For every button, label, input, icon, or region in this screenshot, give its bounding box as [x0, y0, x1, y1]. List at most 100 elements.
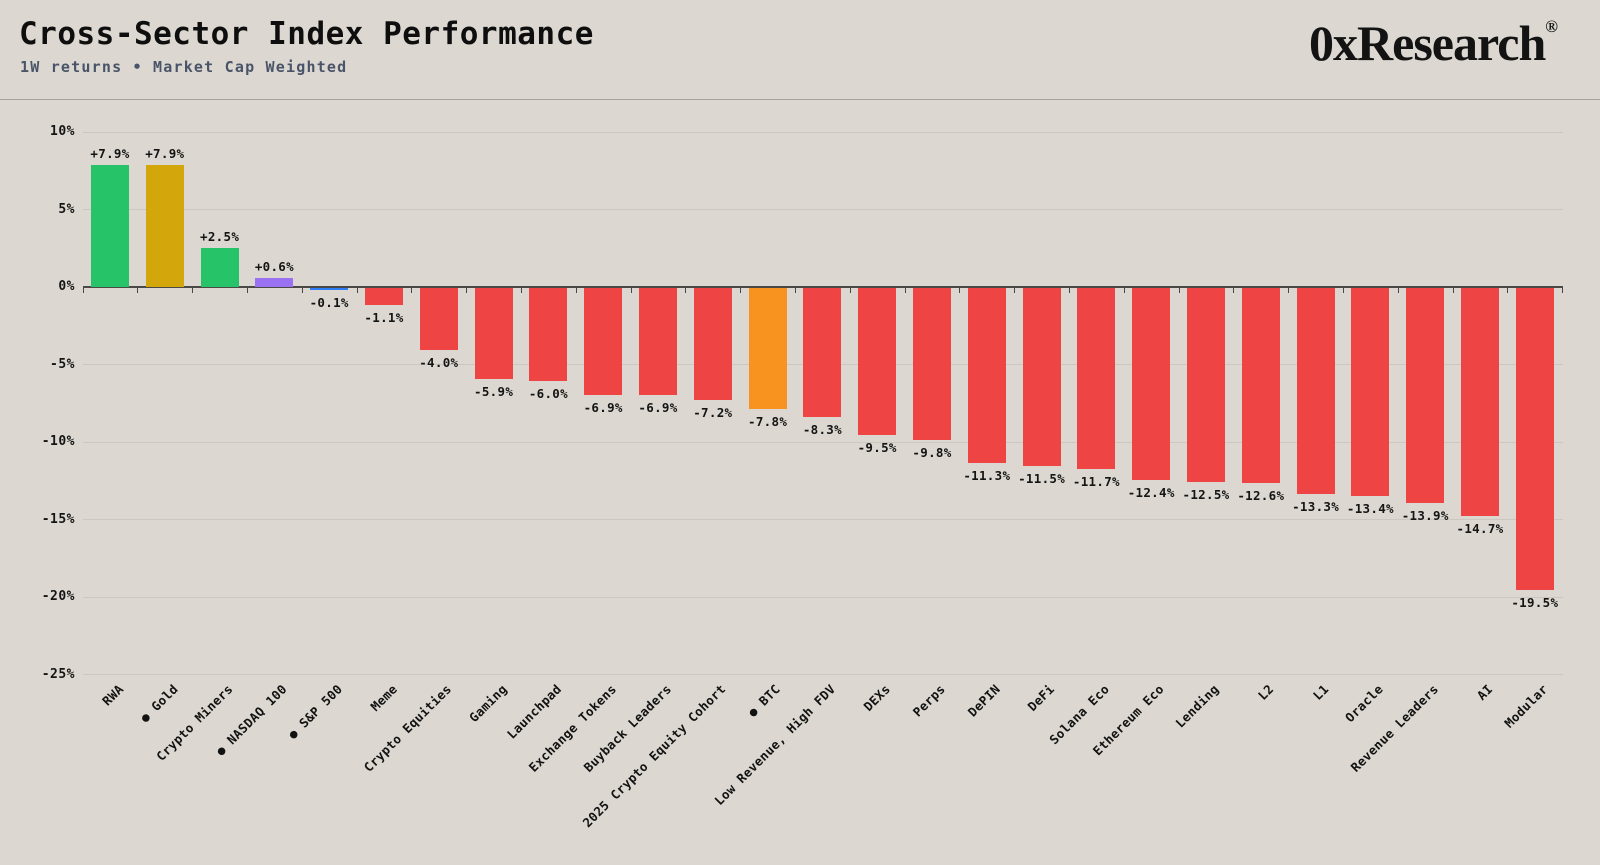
header-divider [0, 99, 1600, 100]
x-tick-label-gaming: Gaming [465, 681, 510, 726]
y-tick-label: 10% [50, 124, 75, 139]
axis-tick [192, 288, 194, 293]
y-tick-label: -20% [41, 589, 75, 604]
bar-value-label: +7.9% [145, 145, 185, 161]
axis-tick [1562, 288, 1564, 293]
gridline--20 [83, 596, 1563, 598]
bar-value-label: -12.4% [1127, 485, 1175, 501]
axis-tick [849, 288, 851, 293]
bar-low-revenue-high-fdv [803, 288, 842, 417]
x-tick-label-perps: Perps [909, 681, 948, 720]
x-tick-label-lending: Lending [1172, 681, 1222, 731]
bar-value-label: -5.9% [474, 384, 514, 400]
bar-value-label: +7.9% [90, 145, 130, 161]
bar-crypto-miners [200, 248, 239, 287]
bar-value-label: +2.5% [200, 229, 240, 245]
axis-tick [247, 288, 248, 293]
bar-nasdaq-100 [255, 277, 294, 287]
bar-value-label: -11.5% [1018, 471, 1066, 487]
bar-solana-eco [1077, 288, 1116, 470]
bar-value-label: -14.7% [1456, 520, 1504, 536]
bar-defi [1022, 288, 1061, 467]
x-tick-label-rwa: RWA [98, 681, 126, 709]
axis-tick [411, 288, 413, 293]
bar-buyback-leaders [639, 288, 677, 395]
bar-ethereum-eco [1132, 288, 1171, 481]
bar-l2 [1241, 288, 1280, 484]
bar-revenue-leaders [1406, 288, 1445, 504]
x-tick-label-depin: DePIN [964, 681, 1003, 720]
axis-tick [959, 288, 961, 293]
y-tick-label: -25% [41, 666, 75, 682]
page-title: Cross-Sector Index Performance [19, 16, 594, 52]
x-tick-label-low-revenue-high-fdv: Low Revenue, High FDV [711, 681, 839, 809]
bar-btc [748, 288, 787, 409]
bar-value-label: -12.5% [1182, 486, 1230, 502]
x-tick-label-launchpad: Launchpad [503, 681, 565, 742]
logo-text: 0xResearch [1309, 15, 1546, 71]
axis-tick [1014, 288, 1016, 293]
axis-tick [1507, 288, 1509, 293]
bar-value-label: -11.7% [1072, 474, 1120, 490]
axis-tick [575, 288, 577, 293]
bar-l1 [1296, 288, 1335, 495]
axis-tick [904, 288, 906, 293]
gridline--15 [83, 519, 1563, 520]
axis-tick [1233, 288, 1235, 293]
bar-dexs [858, 288, 897, 436]
x-tick-label-ai: AI [1474, 681, 1496, 703]
gridline--25 [83, 674, 1563, 675]
bar-value-label: -4.0% [419, 355, 459, 370]
axis-tick [685, 288, 687, 293]
x-tick-label-modular: Modular [1501, 681, 1551, 731]
bar-crypto-equities [419, 288, 458, 350]
bar-launchpad [529, 288, 568, 381]
axis-tick [1178, 288, 1180, 293]
bar-gaming [474, 288, 513, 380]
bar-ai [1461, 288, 1499, 516]
axis-tick [301, 288, 303, 293]
axis-tick [356, 288, 358, 293]
bar-value-label: -8.3% [802, 421, 842, 437]
bar-s-p-500 [310, 288, 349, 290]
gridline--10 [83, 441, 1563, 443]
x-tick-label-oracle: Oracle [1342, 681, 1387, 726]
x-tick-label-l1: L1 [1309, 681, 1332, 703]
x-tick-label-l2: L2 [1255, 681, 1277, 703]
bar-lending [1187, 288, 1225, 482]
oxresearch-logo: 0xResearch® [1309, 14, 1558, 72]
bar-modular [1515, 288, 1554, 591]
x-tick-label-btc: ● BTC [745, 681, 784, 720]
zero-axis-line [83, 286, 1563, 288]
bar-value-label: -7.2% [693, 404, 733, 420]
y-tick-label: -15% [41, 511, 75, 527]
x-tick-label-defi: DeFi [1024, 681, 1058, 715]
bar-value-label: -6.9% [583, 399, 623, 415]
page-subtitle: 1W returns • Market Cap Weighted [20, 58, 348, 76]
axis-tick [630, 288, 632, 293]
axis-tick [1123, 288, 1125, 293]
axis-tick [795, 288, 796, 293]
bar-gold [145, 164, 184, 287]
bar-value-label: -6.0% [528, 386, 568, 401]
bar-value-label: -9.5% [857, 440, 897, 456]
axis-tick [1069, 288, 1070, 293]
axis-tick [521, 288, 522, 293]
axis-tick [1288, 288, 1290, 293]
bar-meme [365, 288, 403, 306]
y-tick-label: 0% [58, 279, 75, 294]
bar-value-label: -0.1% [309, 294, 349, 310]
bar-perps [913, 288, 951, 440]
axis-tick [1343, 288, 1344, 293]
bar-value-label: -12.6% [1237, 488, 1285, 504]
y-tick-label: 5% [58, 201, 75, 217]
bar-rwa [91, 164, 129, 287]
bar-value-label: -13.3% [1292, 499, 1340, 515]
bar-depin [967, 288, 1006, 464]
axis-tick [137, 288, 139, 293]
axis-tick [740, 288, 742, 293]
bar-exchange-tokens [584, 288, 623, 395]
x-tick-label-gold: ● Gold [136, 681, 181, 726]
